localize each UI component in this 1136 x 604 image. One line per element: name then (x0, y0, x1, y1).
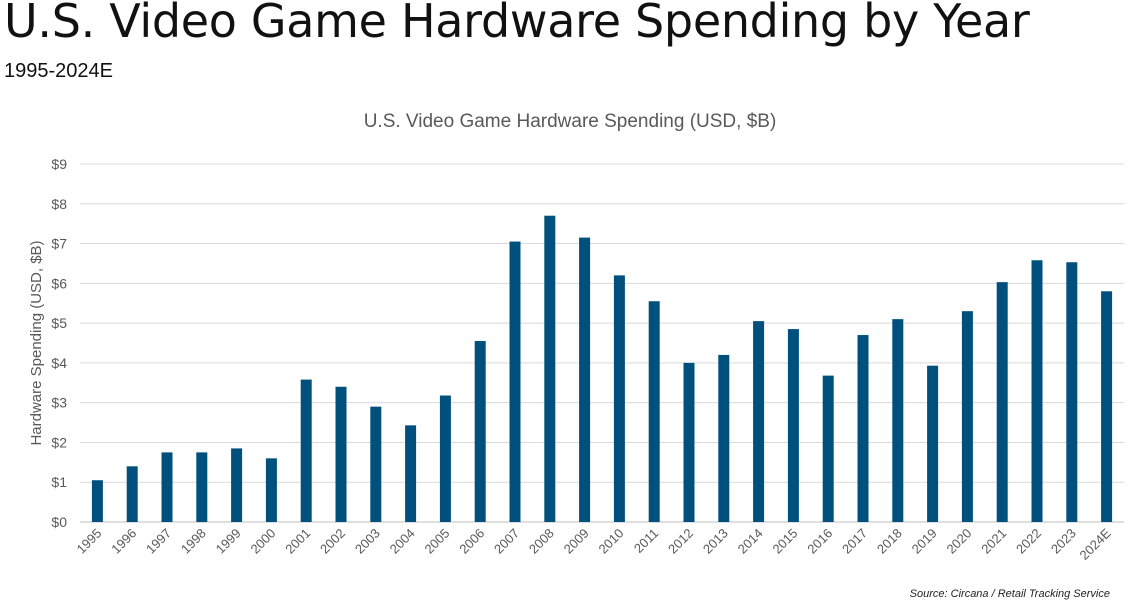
x-tick-label: 2024E (1077, 525, 1114, 562)
x-tick-label: 2014 (735, 526, 766, 557)
bar-2020 (961, 311, 973, 522)
bar-2017 (857, 335, 869, 522)
bar-2000 (265, 458, 277, 522)
bar-1997 (161, 452, 173, 522)
x-tick-label: 2007 (491, 526, 522, 557)
bar-2005 (439, 395, 451, 522)
bar-2022 (1031, 260, 1043, 522)
bar-2002 (335, 386, 347, 522)
x-tick-label: 1999 (213, 526, 244, 557)
x-tick-label: 2021 (978, 526, 1009, 557)
bar-2009 (579, 237, 591, 523)
bar-1999 (231, 448, 243, 522)
x-tick-label: 2022 (1013, 526, 1044, 557)
y-tick-label: $1 (51, 474, 67, 490)
y-tick-label: $3 (51, 395, 67, 411)
bar-2023 (1066, 262, 1078, 522)
x-tick-label: 2009 (561, 526, 592, 557)
y-tick-label: $6 (51, 275, 67, 291)
x-tick-label: 2010 (595, 526, 626, 557)
bar-2008 (544, 215, 556, 522)
bar-2003 (370, 406, 382, 522)
y-tick-label: $8 (51, 196, 67, 212)
x-tick-label: 1997 (143, 526, 174, 557)
bar-2015 (787, 329, 799, 522)
x-tick-label: 2015 (769, 526, 800, 557)
page-subtitle: 1995-2024E (4, 60, 113, 82)
bar-1998 (196, 452, 208, 522)
bar-2013 (718, 354, 730, 522)
x-tick-label: 2011 (631, 526, 661, 556)
gridlines (80, 163, 1124, 523)
x-tick-label: 2023 (1048, 526, 1079, 557)
bar-2004 (405, 425, 417, 522)
bar-1996 (126, 466, 138, 522)
y-tick-label: $2 (51, 434, 67, 450)
x-tick-label: 2003 (352, 526, 383, 557)
bars (91, 215, 1113, 523)
y-tick-label: $5 (51, 315, 67, 331)
bar-2012 (683, 362, 695, 522)
bar-2021 (996, 282, 1008, 522)
x-tick-labels: 1995 1996 1997 1998 1999 2000 2001 2002 2003 2004… (73, 525, 1113, 562)
x-tick-label: 1998 (178, 526, 209, 557)
bar-2006 (474, 341, 486, 522)
x-tick-label: 2012 (665, 526, 696, 557)
y-tick-label: $7 (51, 236, 67, 252)
x-tick-label: 1995 (73, 526, 104, 557)
bar-2014 (753, 321, 765, 522)
source-note: Source: Circana / Retail Tracking Servic… (909, 588, 1110, 600)
y-tick-label: $9 (51, 156, 67, 172)
bar-2001 (300, 379, 312, 522)
x-tick-label: 2000 (247, 526, 278, 557)
chart-title: U.S. Video Game Hardware Spending (USD, … (364, 111, 777, 132)
x-tick-label: 2004 (387, 526, 418, 557)
x-tick-label: 1996 (108, 526, 139, 557)
x-tick-label: 2006 (456, 526, 487, 557)
x-tick-label: 2005 (421, 526, 452, 557)
bar-2010 (613, 275, 625, 522)
bar-2019 (927, 365, 939, 522)
x-tick-label: 2013 (700, 526, 731, 557)
y-tick-labels: $0 $1 $2 $3 $4 $5 $6 $7 $8 $9 (51, 156, 67, 530)
page-title: U.S. Video Game Hardware Spending by Yea… (4, 0, 1030, 48)
bar-2024E (1101, 291, 1113, 522)
x-tick-label: 2018 (874, 526, 905, 557)
x-tick-label: 2001 (282, 526, 313, 557)
bar-1995 (91, 480, 103, 522)
bar-2016 (822, 375, 834, 522)
bar-2011 (648, 301, 660, 522)
x-tick-label: 2008 (526, 526, 557, 557)
x-tick-label: 2017 (839, 526, 870, 557)
x-tick-label: 2019 (909, 526, 940, 557)
x-tick-label: 2016 (804, 526, 835, 557)
y-tick-label: $0 (51, 514, 67, 530)
x-tick-label: 2002 (317, 526, 348, 557)
y-tick-label: $4 (51, 355, 67, 371)
y-axis-label: Hardware Spending (USD, $B) (28, 240, 45, 445)
bar-2007 (509, 241, 521, 523)
x-tick-label: 2020 (943, 526, 974, 557)
bar-2018 (892, 319, 904, 522)
